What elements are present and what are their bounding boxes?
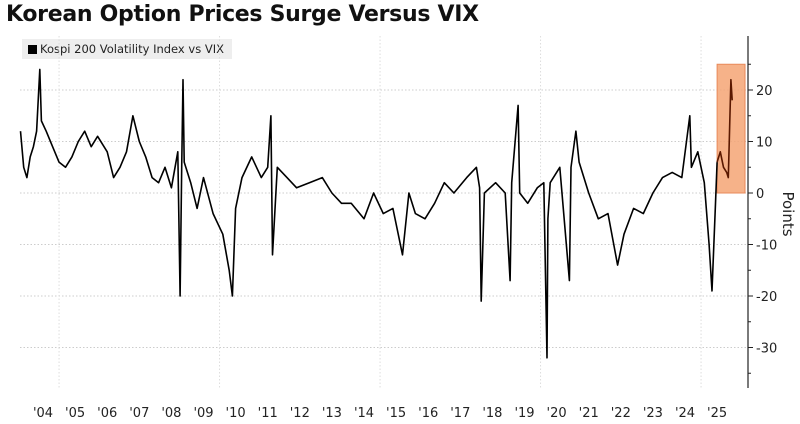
- x-tick-label: '19: [514, 406, 534, 421]
- y-tick-label: -20: [756, 290, 777, 305]
- x-tick-label: '07: [129, 406, 149, 421]
- x-tick-label: '08: [161, 406, 181, 421]
- x-tick-label: '20: [547, 406, 567, 421]
- x-tick-label: '10: [226, 406, 246, 421]
- chart-title: Korean Option Prices Surge Versus VIX: [6, 2, 479, 27]
- x-tick-label: '12: [290, 406, 310, 421]
- legend-label: Kospi 200 Volatility Index vs VIX: [40, 42, 224, 56]
- x-tick-label: '17: [450, 406, 470, 421]
- y-tick-label: 0: [756, 187, 764, 202]
- x-tick-label: '11: [258, 406, 278, 421]
- y-tick-label: 10: [756, 136, 773, 151]
- x-tick-label: '25: [707, 406, 727, 421]
- x-tick-label: '05: [65, 406, 85, 421]
- series-line-highlight: [716, 78, 733, 179]
- x-tick-label: '06: [97, 406, 117, 421]
- series-line-kospi-vix: [19, 68, 718, 359]
- x-tick-label: '21: [579, 406, 599, 421]
- x-tick-label: '09: [193, 406, 213, 421]
- x-tick-label: '14: [354, 406, 374, 421]
- x-tick-label: '18: [482, 406, 502, 421]
- x-tick-label: '04: [33, 406, 53, 421]
- y-tick-label: 20: [756, 84, 773, 99]
- legend-swatch: [28, 44, 37, 54]
- x-tick-label: '15: [386, 406, 406, 421]
- legend: Kospi 200 Volatility Index vs VIX: [22, 39, 232, 59]
- x-tick-label: '23: [643, 406, 663, 421]
- x-tick-label: '13: [322, 406, 342, 421]
- x-tick-label: '24: [675, 406, 695, 421]
- x-tick-label: '16: [418, 406, 438, 421]
- x-tick-label: '22: [611, 406, 631, 421]
- y-axis-label: Points: [779, 191, 797, 236]
- y-tick-label: -10: [756, 239, 777, 254]
- y-tick-label: -30: [756, 342, 777, 357]
